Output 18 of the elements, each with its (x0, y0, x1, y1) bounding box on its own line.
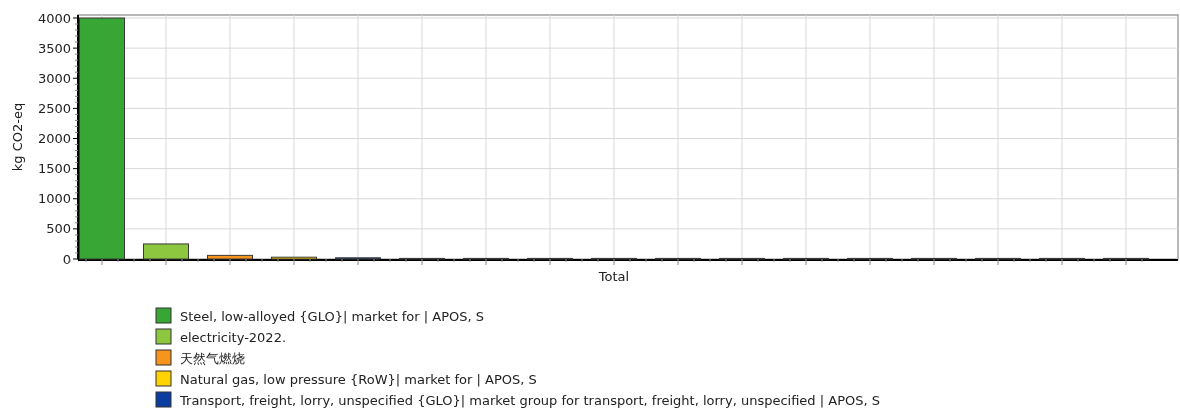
y-tick-label: 4000 (37, 10, 71, 26)
legend-label: Steel, low-alloyed {GLO}| market for | APOS, S (180, 308, 484, 324)
bar (143, 243, 189, 260)
y-tick-label: 1000 (37, 191, 71, 207)
y-tick-label: 0 (62, 251, 71, 267)
y-tick-label: 500 (46, 221, 71, 237)
y-tick-label: 2500 (37, 100, 71, 116)
x-axis-title: Total (597, 269, 630, 284)
legend-label: Transport, freight, lorry, unspecified {GLO}| market group for transport, freight, lorry, unspecified | APOS, S (179, 392, 880, 408)
y-tick-label: 3500 (37, 40, 71, 56)
legend-label: electricity-2022. (180, 329, 287, 345)
y-tick-label: 2000 (37, 131, 71, 147)
y-tick-label: 1500 (37, 161, 71, 177)
y-tick-label: 3000 (37, 70, 71, 86)
bar (207, 254, 253, 260)
legend-label: Natural gas, low pressure {RoW}| market for | APOS, S (180, 371, 537, 387)
y-axis-title: kg CO2-eq (10, 102, 25, 172)
legend-label: 天然气燃烧 (180, 350, 245, 366)
